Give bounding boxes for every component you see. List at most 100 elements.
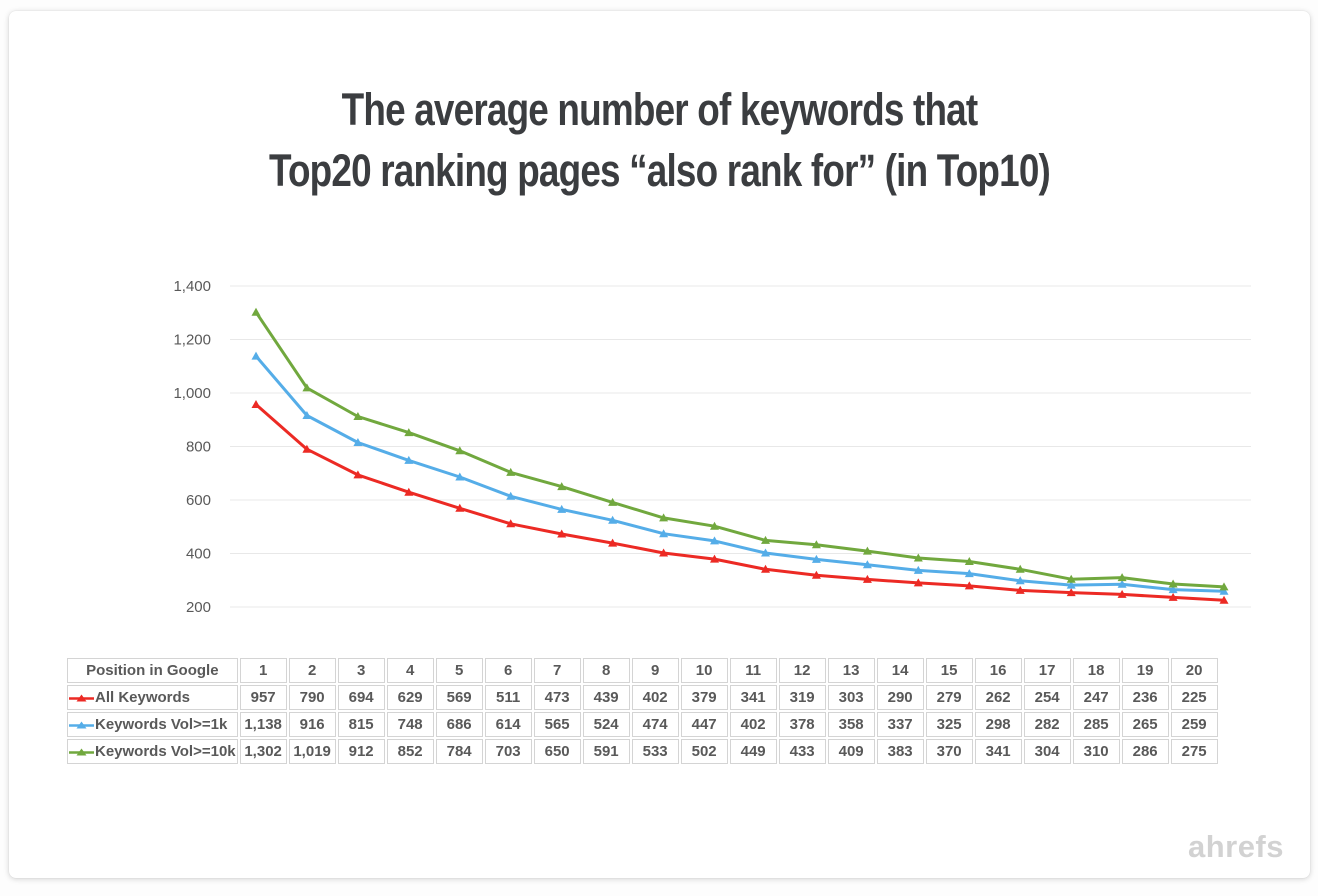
data-point-marker <box>506 519 516 528</box>
value-cell: 379 <box>680 685 728 710</box>
value-cell: 383 <box>876 739 924 764</box>
data-table: Position in Google 1 2 3 4 5 6 7 8 9 10 11 12 13 14 15 1… <box>65 656 1220 766</box>
position-column-header: 7 <box>533 658 581 683</box>
data-point-marker <box>1015 576 1025 585</box>
position-column-header: 11 <box>729 658 777 683</box>
data-point-marker <box>1117 573 1127 582</box>
value-cell: 247 <box>1072 685 1120 710</box>
data-point-marker <box>964 569 974 578</box>
data-point-marker <box>862 574 872 583</box>
value-cell: 447 <box>680 712 728 737</box>
value-cell: 815 <box>337 712 385 737</box>
series-label-cell: All Keywords <box>67 685 238 710</box>
data-point-marker <box>404 487 414 496</box>
data-point-marker <box>557 504 567 513</box>
value-cell: 703 <box>484 739 532 764</box>
value-cell: 591 <box>582 739 630 764</box>
value-cell: 439 <box>582 685 630 710</box>
value-cell: 265 <box>1121 712 1169 737</box>
value-cell: 259 <box>1170 712 1218 737</box>
data-point-marker <box>1066 588 1076 597</box>
table-row: Keywords Vol>=1k 1,138 916 815 748 686 614 565 5… <box>67 712 1218 737</box>
value-cell: 912 <box>337 739 385 764</box>
value-cell: 790 <box>288 685 336 710</box>
data-point-marker <box>862 546 872 555</box>
value-cell: 285 <box>1072 712 1120 737</box>
value-cell: 565 <box>533 712 581 737</box>
line-chart: 200 400 600 800 1,000 1,200 1,400 <box>173 278 1251 616</box>
table-corner-header: Position in Google <box>67 658 238 683</box>
legend-line-marker-icon <box>69 694 94 701</box>
value-cell: 629 <box>386 685 434 710</box>
series-label: Keywords Vol>=10k <box>95 743 236 760</box>
y-axis-tick-label: 600 <box>186 492 211 509</box>
data-point-marker <box>659 513 669 522</box>
value-cell: 225 <box>1170 685 1218 710</box>
chart-title-line1: The average number of keywords that <box>341 84 979 135</box>
position-column-header: 8 <box>582 658 630 683</box>
value-cell: 916 <box>288 712 336 737</box>
data-point-marker <box>862 560 872 569</box>
series-label-cell: Keywords Vol>=10k <box>67 739 238 764</box>
data-point-marker <box>659 529 669 538</box>
value-cell: 279 <box>925 685 973 710</box>
value-cell: 748 <box>386 712 434 737</box>
series-label: Keywords Vol>=1k <box>95 716 228 733</box>
data-point-marker <box>608 497 618 506</box>
position-column-header: 2 <box>288 658 336 683</box>
legend-line-marker-icon <box>69 721 94 728</box>
value-cell: 402 <box>631 685 679 710</box>
data-point-marker <box>455 472 465 481</box>
value-cell: 650 <box>533 739 581 764</box>
value-cell: 614 <box>484 712 532 737</box>
value-cell: 341 <box>729 685 777 710</box>
data-point-marker <box>1219 586 1229 595</box>
value-cell: 319 <box>778 685 826 710</box>
data-point-marker <box>302 411 312 419</box>
data-point-marker <box>1168 592 1178 601</box>
value-cell: 286 <box>1121 739 1169 764</box>
value-cell: 290 <box>876 685 924 710</box>
position-column-header: 13 <box>827 658 875 683</box>
position-column-header: 5 <box>435 658 483 683</box>
position-column-header: 12 <box>778 658 826 683</box>
value-cell: 254 <box>1023 685 1071 710</box>
data-point-marker <box>1015 585 1025 594</box>
table-row: All Keywords 957 790 694 629 569 511 473 439 402 3… <box>67 685 1218 710</box>
legend-line-marker-icon <box>69 748 94 755</box>
value-cell: 409 <box>827 739 875 764</box>
value-cell: 784 <box>435 739 483 764</box>
position-column-header: 17 <box>1023 658 1071 683</box>
series-label: All Keywords <box>95 689 191 706</box>
value-cell: 358 <box>827 712 875 737</box>
value-cell: 524 <box>582 712 630 737</box>
data-point-marker <box>251 351 261 360</box>
position-column-header: 4 <box>386 658 434 683</box>
position-column-header: 15 <box>925 658 973 683</box>
position-column-header: 10 <box>680 658 728 683</box>
value-cell: 341 <box>974 739 1022 764</box>
value-cell: 1,019 <box>288 739 336 764</box>
data-point-marker <box>761 548 770 557</box>
position-column-header: 20 <box>1170 658 1218 683</box>
data-point-marker <box>1066 574 1076 583</box>
data-point-marker <box>1219 595 1229 604</box>
data-point-marker <box>811 554 821 563</box>
data-point-marker <box>1066 580 1076 589</box>
data-point-marker <box>913 565 923 574</box>
y-axis-tick-label: 800 <box>186 439 211 456</box>
value-cell: 236 <box>1121 685 1169 710</box>
data-point-marker <box>251 400 261 408</box>
value-cell: 474 <box>631 712 679 737</box>
data-point-marker <box>710 521 719 530</box>
value-cell: 511 <box>484 685 532 710</box>
position-column-header: 14 <box>876 658 924 683</box>
data-point-marker <box>404 428 414 437</box>
data-point-marker <box>404 455 414 464</box>
series-label-cell: Keywords Vol>=1k <box>67 712 238 737</box>
data-point-marker <box>506 467 516 476</box>
position-column-header: 16 <box>974 658 1022 683</box>
data-point-marker <box>1117 579 1127 588</box>
position-column-header: 3 <box>337 658 385 683</box>
data-point-marker <box>608 538 618 547</box>
